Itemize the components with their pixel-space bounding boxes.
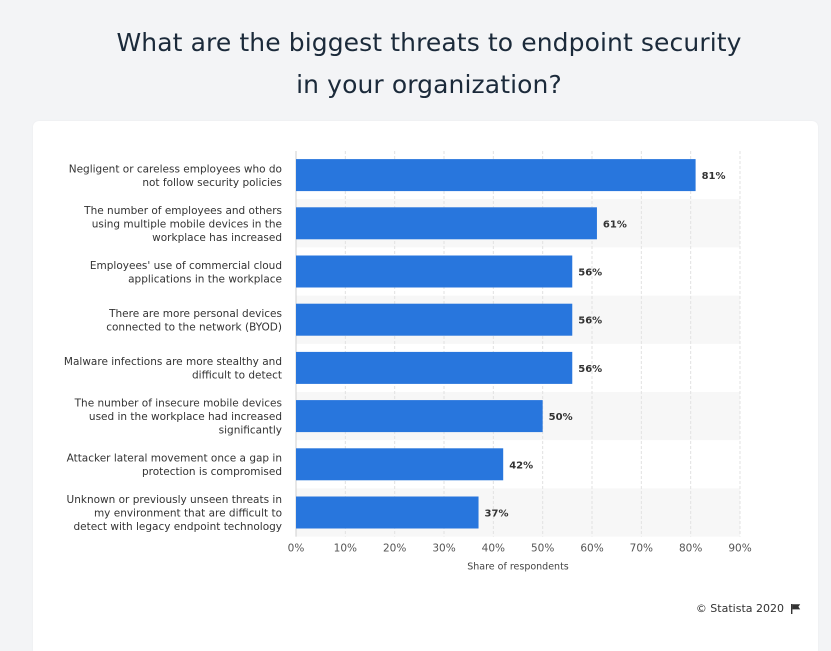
bar[interactable] (296, 400, 543, 433)
category-labels: Negligent or careless employees who do no… (64, 163, 282, 533)
category-label: Unknown or previously unseen threats in m… (67, 494, 282, 533)
chart-title: What are the biggest threats to endpoint… (0, 22, 831, 106)
bar[interactable] (296, 207, 597, 240)
bar[interactable] (296, 448, 504, 481)
chart-title-line-2: in your organization? (296, 70, 562, 99)
value-label: 42% (509, 460, 533, 471)
x-tick-label: 80% (679, 543, 702, 555)
statista-credit: © Statista 2020 (695, 602, 784, 615)
category-label: The number of insecure mobile devices use… (74, 398, 282, 437)
category-label: The number of employees and others using … (83, 205, 282, 244)
x-tick-labels: 0% 10% 20% 30% 40% 50% 60% 70% 80% 90% (288, 543, 752, 555)
x-tick-label: 50% (531, 543, 554, 555)
value-label: 81% (702, 171, 726, 182)
chart-title-line-1: What are the biggest threats to endpoint… (116, 28, 742, 57)
value-label: 37% (485, 509, 509, 520)
category-label: Malware infections are more stealthy and… (64, 356, 282, 382)
bar[interactable] (296, 255, 573, 288)
footer: © Statista 2020 (696, 602, 801, 615)
flag-icon[interactable] (790, 603, 801, 614)
value-label: 61% (603, 219, 627, 230)
value-labels: 81% 61% 56% 56% 56% 50% 42% 37% (485, 171, 726, 519)
x-tick-label: 90% (728, 543, 751, 555)
bar[interactable] (296, 351, 573, 384)
x-tick-label: 20% (383, 543, 406, 555)
x-tick-label: 40% (482, 543, 505, 555)
value-label: 56% (578, 316, 602, 327)
bars (296, 159, 696, 529)
category-label: Attacker lateral movement once a gap in p… (67, 453, 282, 479)
x-tick-label: 70% (630, 543, 653, 555)
x-axis-title: Share of respondents (467, 562, 569, 573)
bar[interactable] (296, 496, 479, 529)
category-label: There are more personal devices connected… (106, 308, 282, 334)
x-tick-label: 60% (580, 543, 603, 555)
x-tick-label: 0% (288, 543, 305, 555)
value-label: 56% (578, 364, 602, 375)
value-label: 56% (578, 268, 602, 279)
x-tick-label: 10% (334, 543, 357, 555)
category-label: Employees' use of commercial cloud applic… (90, 260, 282, 286)
value-label: 50% (549, 412, 573, 423)
bar[interactable] (296, 303, 573, 336)
bar[interactable] (296, 159, 696, 192)
x-tick-label: 30% (432, 543, 455, 555)
category-label: Negligent or careless employees who do no… (69, 163, 282, 189)
